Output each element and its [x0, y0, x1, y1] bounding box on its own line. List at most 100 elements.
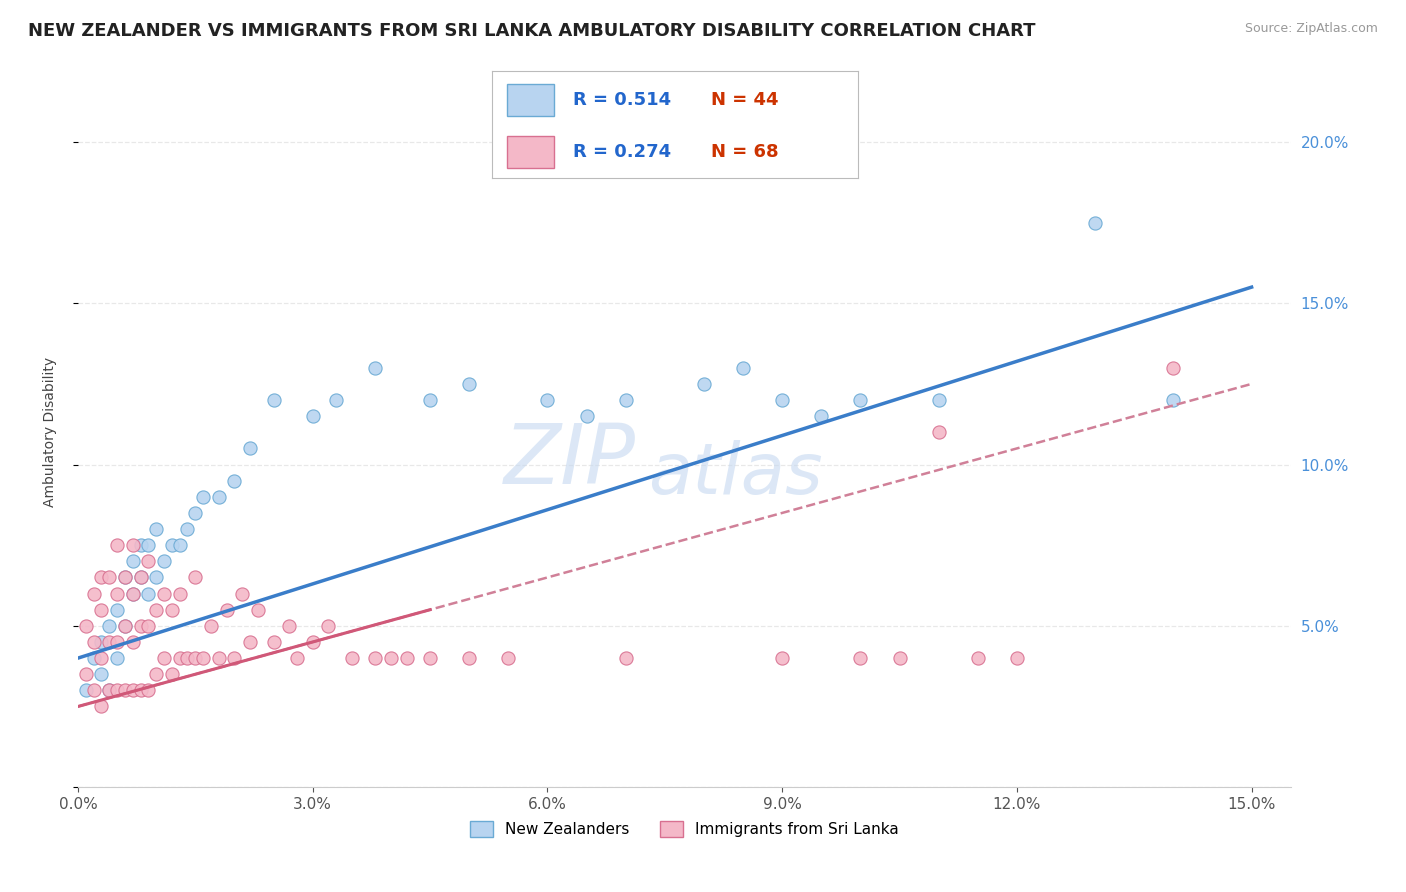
Point — [153, 586, 176, 600]
Point — [83, 683, 105, 698]
Point — [191, 490, 214, 504]
Point — [121, 635, 143, 649]
Point — [849, 651, 872, 665]
Point — [138, 554, 160, 568]
Point — [325, 392, 347, 407]
Point — [105, 603, 128, 617]
Point — [90, 603, 112, 617]
Point — [966, 651, 988, 665]
Point — [145, 603, 167, 617]
Point — [458, 651, 481, 665]
Point — [224, 651, 246, 665]
Point — [224, 474, 246, 488]
Point — [75, 619, 97, 633]
Point — [380, 651, 402, 665]
Point — [770, 651, 793, 665]
Point — [176, 522, 198, 536]
Point — [105, 635, 128, 649]
Point — [129, 570, 152, 584]
Point — [184, 651, 207, 665]
Point — [215, 603, 238, 617]
Point — [138, 586, 160, 600]
Point — [98, 619, 121, 633]
Point — [98, 570, 121, 584]
Point — [419, 651, 441, 665]
Point — [114, 619, 136, 633]
Point — [285, 651, 308, 665]
Point — [928, 392, 950, 407]
Point — [1163, 392, 1185, 407]
Point — [114, 619, 136, 633]
Point — [614, 392, 637, 407]
Point — [114, 683, 136, 698]
Point — [498, 651, 520, 665]
Point — [114, 570, 136, 584]
Legend: New Zealanders, Immigrants from Sri Lanka: New Zealanders, Immigrants from Sri Lank… — [464, 815, 905, 843]
Point — [169, 586, 191, 600]
Text: ZIP: ZIP — [503, 420, 636, 501]
Text: Source: ZipAtlas.com: Source: ZipAtlas.com — [1244, 22, 1378, 36]
Point — [301, 635, 323, 649]
Point — [75, 667, 97, 681]
Point — [83, 586, 105, 600]
Text: R = 0.514: R = 0.514 — [572, 91, 671, 109]
Point — [129, 619, 152, 633]
Point — [90, 667, 112, 681]
Text: N = 44: N = 44 — [711, 91, 779, 109]
Point — [105, 683, 128, 698]
Point — [121, 586, 143, 600]
Point — [1084, 216, 1107, 230]
Point — [536, 392, 558, 407]
Point — [263, 392, 285, 407]
Point — [200, 619, 222, 633]
Point — [98, 683, 121, 698]
Point — [98, 683, 121, 698]
Point — [889, 651, 911, 665]
Point — [138, 538, 160, 552]
Point — [239, 635, 262, 649]
Point — [1005, 651, 1028, 665]
Point — [121, 538, 143, 552]
Point — [121, 683, 143, 698]
FancyBboxPatch shape — [506, 136, 554, 168]
Point — [318, 619, 340, 633]
Point — [263, 635, 285, 649]
Point — [153, 554, 176, 568]
Point — [121, 586, 143, 600]
Point — [129, 570, 152, 584]
Point — [153, 651, 176, 665]
Point — [129, 683, 152, 698]
Point — [160, 538, 183, 552]
Point — [98, 635, 121, 649]
Point — [395, 651, 418, 665]
Point — [340, 651, 363, 665]
Point — [83, 651, 105, 665]
Point — [129, 538, 152, 552]
Point — [928, 425, 950, 440]
Point — [90, 651, 112, 665]
Point — [169, 538, 191, 552]
Point — [301, 409, 323, 424]
Point — [810, 409, 832, 424]
Point — [169, 651, 191, 665]
Point — [458, 376, 481, 391]
Point — [138, 619, 160, 633]
Point — [75, 683, 97, 698]
Y-axis label: Ambulatory Disability: Ambulatory Disability — [44, 357, 58, 508]
Point — [231, 586, 253, 600]
Point — [419, 392, 441, 407]
Point — [90, 699, 112, 714]
Point — [239, 442, 262, 456]
Point — [138, 683, 160, 698]
Point — [1163, 360, 1185, 375]
Point — [731, 360, 754, 375]
Point — [105, 586, 128, 600]
Point — [160, 667, 183, 681]
Text: NEW ZEALANDER VS IMMIGRANTS FROM SRI LANKA AMBULATORY DISABILITY CORRELATION CHA: NEW ZEALANDER VS IMMIGRANTS FROM SRI LAN… — [28, 22, 1036, 40]
Point — [83, 635, 105, 649]
Point — [246, 603, 269, 617]
Point — [614, 651, 637, 665]
Point — [364, 651, 387, 665]
Point — [770, 392, 793, 407]
Point — [105, 651, 128, 665]
